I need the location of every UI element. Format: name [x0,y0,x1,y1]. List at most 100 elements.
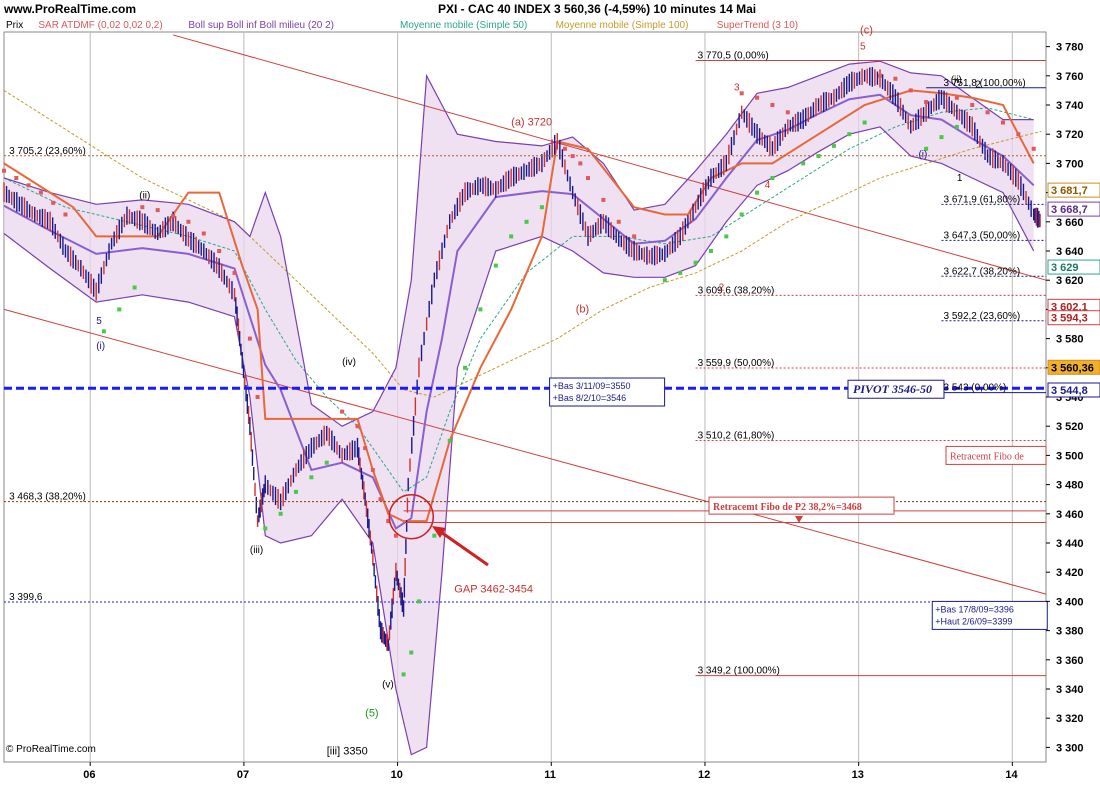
sar-dot-red [201,231,206,236]
bollinger-band-area [4,61,1034,755]
price-tag-box-0 [1047,182,1100,198]
sar-dot-red [985,110,990,115]
level-label-1: 3 751,8 (100,00%) [943,78,1025,89]
level-label-11: 3 510,2 (61,80%) [698,431,775,442]
sar-dot-green [278,511,283,516]
wave-label-3: (iv) [342,357,356,368]
bollinger-band-fill [4,61,1034,755]
wave-label-10: (i) [918,150,927,161]
y-tick-label-20: 3 380 [1056,626,1084,638]
sar-dot-green [416,599,421,604]
sar-dot-green [678,270,683,275]
wave-label-0: (ii) [139,190,150,201]
sar-dot-red [232,270,237,275]
pivot-label: PIVOT 3546-50 [853,382,932,396]
sar-dot-green [263,526,268,531]
sar-dot-red [1031,146,1036,151]
level-label-6: 3 609,6 (38,20%) [698,285,775,296]
annotation-1: (b) [576,303,589,315]
sar-dot-red [1000,120,1005,125]
sar-dot-red [770,103,775,107]
sar-dot-red [586,176,591,180]
sar-dot-red [363,446,368,451]
bollinger-upper-line [3,60,1034,427]
sar-dot-red [924,100,929,105]
price-tag-label-0: 3 681,7 [1051,185,1088,197]
fibonacci-levels: 3 770,5 (0,00%) 3 751,8 (100,00%) 3 705,2 … [4,50,1046,677]
sar-dot-red [578,161,583,166]
x-tick-label-6: 14 [1005,769,1018,781]
y-tick-label-0: 3 780 [1056,42,1084,54]
trend-line-1 [3,308,1047,595]
site-title[interactable]: www.ProRealTime.com [3,2,136,16]
annotation-4: [iii] 3350 [327,746,368,758]
sar-dot-green [294,489,299,494]
info-box-line-1-1: +Haut 2/6/09=3399 [935,616,1012,626]
sar-dot-red [393,533,398,538]
sar-dot-green [524,219,529,224]
wave-label-8: 5 [860,42,866,53]
y-tick-label-6: 3 660 [1056,217,1084,229]
sar-dot-red [155,208,160,213]
fibo-right-label: Retracemt Fibo de [950,451,1024,462]
sar-dot-green [409,650,414,655]
sar-dot-green [816,154,821,159]
sar-dot-red [26,183,31,188]
sar-dot-green [463,365,468,370]
y-tick-label-17: 3 440 [1056,538,1084,550]
y-tick-label-23: 3 320 [1056,713,1084,725]
sar-dot-green [132,285,137,290]
wave-label-6: 2 [719,282,725,293]
fibo-arrow-icon [795,516,803,523]
annotation-5: (5) [365,708,378,720]
price-tag-label-1: 3 668,7 [1051,204,1088,216]
info-box-line-0-0: +Bas 3/11/09=3550 [553,381,631,391]
price-tag-label-2: 3 629 [1051,262,1079,274]
legend: Prix SAR ATDMF (0,02 0,02 0,2) Boll sup Bo… [6,20,798,31]
x-axis: 06 07 10 11 12 13 14 [83,762,1018,781]
sar-dot-green [117,307,122,312]
y-tick-label-21: 3 360 [1056,655,1084,667]
y-tick-label-18: 3 420 [1056,567,1084,579]
wave-label-11: 1 [957,173,963,184]
annotation-3: GAP 3462-3454 [454,584,533,596]
level-label-16: 3 349,2 (100,00%) [698,666,780,677]
wave-label-9: 4 [765,180,771,191]
x-tick-label-1: 07 [237,769,249,781]
fibo-label: Retracemt Fibo de P2 38,2%=3468 [713,502,862,513]
trend-line-0 [172,34,1047,281]
sar-dot-red [755,95,760,100]
wave-label-4: (iii) [250,545,263,556]
x-tick-label-2: 10 [391,769,403,781]
info-box-0 [549,377,666,407]
legend-entry-2: Boll sup Boll inf Boll milieu (20 2) [188,20,334,31]
legend-entry-5: SuperTrend (3 10) [717,20,798,31]
sar-dot-red [570,154,575,159]
sar-dot-green [739,212,744,217]
price-tag-box-6 [1047,382,1100,398]
y-tick-label-2: 3 740 [1056,100,1084,112]
pivot-label-box [847,379,945,399]
sar-dot-green [662,278,667,283]
legend-entry-3: Moyenne mobile (Simple 50) [400,20,527,31]
y-tick-label-16: 3 460 [1056,509,1084,521]
instrument-title: PXI - CAC 40 INDEX 3 560,36 (-4,59%) 10 … [438,2,756,16]
legend-entry-0: Prix [6,20,23,31]
sar-dot-green [924,146,929,151]
y-tick-label-13: 3 520 [1056,421,1084,433]
sar-dot-red [954,95,959,100]
price-tag-box-5 [1047,359,1100,375]
level-label-7: 3 592,2 (23,60%) [943,311,1020,322]
sar-dot-red [186,219,191,224]
info-box-line-0-1: +Bas 8/2/10=3546 [553,393,627,403]
y-tick-label-14: 3 500 [1056,450,1084,462]
sar-dot-red [378,497,383,502]
sar-dot-red [370,468,375,472]
sar-dot-green [478,307,483,312]
sar-dot-green [101,329,106,334]
info-box-line-1-0: +Bas 17/8/09=3396 [935,604,1014,614]
price-tag-box-2 [1047,259,1100,275]
level-label-0: 3 770,5 (0,00%) [698,50,769,61]
sar-dot-green [539,205,544,210]
